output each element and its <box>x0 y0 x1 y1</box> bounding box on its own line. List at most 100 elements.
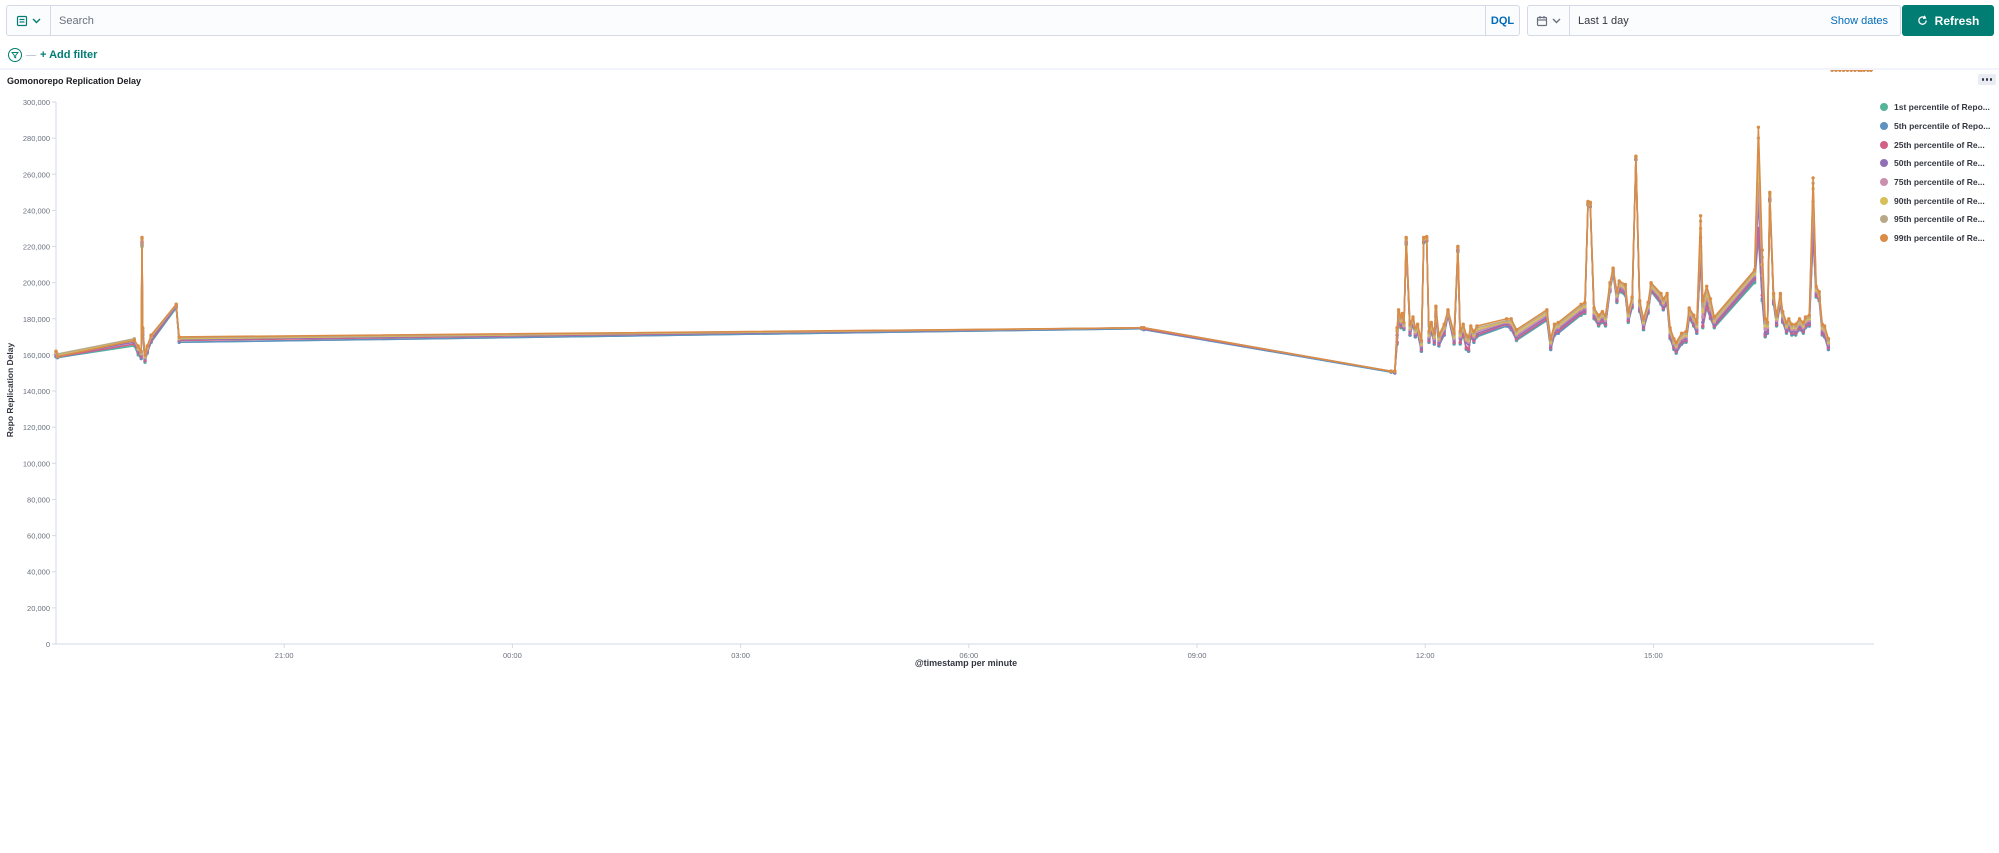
data-point[interactable] <box>1466 347 1471 352</box>
refresh-button[interactable]: Refresh <box>1902 5 1994 36</box>
data-point[interactable] <box>1646 300 1650 305</box>
data-point[interactable] <box>1458 329 1462 334</box>
data-point[interactable] <box>1475 324 1479 328</box>
data-point[interactable] <box>1583 300 1587 305</box>
data-point[interactable] <box>1422 235 1426 240</box>
data-point[interactable] <box>1841 70 1846 72</box>
data-point[interactable] <box>141 326 145 330</box>
data-point[interactable] <box>1787 317 1791 321</box>
data-point[interactable] <box>1456 244 1460 249</box>
data-point[interactable] <box>1626 309 1631 314</box>
add-filter-button[interactable]: + Add filter <box>40 49 98 61</box>
data-point[interactable] <box>1592 306 1596 310</box>
data-point[interactable] <box>1413 326 1418 330</box>
data-point[interactable] <box>1797 317 1802 321</box>
data-point[interactable] <box>1393 369 1397 373</box>
data-point[interactable] <box>1701 304 1705 308</box>
data-point[interactable] <box>1695 320 1699 325</box>
data-point[interactable] <box>1634 154 1638 158</box>
data-point[interactable] <box>1596 313 1601 317</box>
data-point[interactable] <box>1705 284 1709 288</box>
data-point[interactable] <box>1442 322 1446 326</box>
data-point[interactable] <box>1472 329 1476 334</box>
data-point[interactable] <box>145 344 149 348</box>
data-point[interactable] <box>1404 235 1408 240</box>
data-point[interactable] <box>1822 324 1827 328</box>
data-point[interactable] <box>1458 340 1462 344</box>
data-point[interactable] <box>1437 333 1441 337</box>
saved-query-menu-button[interactable] <box>7 6 51 35</box>
data-point[interactable] <box>1778 291 1783 296</box>
panel-options-button[interactable] <box>1978 74 1996 85</box>
data-point[interactable] <box>174 302 178 306</box>
data-point[interactable] <box>1399 315 1403 319</box>
data-point[interactable] <box>143 353 147 357</box>
data-point[interactable] <box>1630 295 1634 299</box>
data-point[interactable] <box>1820 322 1825 326</box>
data-point[interactable] <box>1692 313 1696 317</box>
data-point[interactable] <box>1556 320 1561 325</box>
data-point[interactable] <box>1514 327 1519 332</box>
data-point[interactable] <box>1807 313 1812 317</box>
data-point[interactable] <box>1434 304 1438 308</box>
data-point[interactable] <box>1701 309 1705 314</box>
data-point[interactable] <box>1684 329 1688 334</box>
data-point[interactable] <box>1665 291 1669 296</box>
data-point[interactable] <box>1142 326 1146 330</box>
legend-item[interactable]: 25th percentile of Re... <box>1880 135 1996 154</box>
legend-item[interactable]: 90th percentile of Re... <box>1880 191 1996 210</box>
data-point[interactable] <box>1638 299 1642 303</box>
data-point[interactable] <box>1623 282 1628 287</box>
data-point[interactable] <box>1794 322 1798 326</box>
data-point[interactable] <box>1826 337 1831 341</box>
data-point[interactable] <box>1446 308 1450 312</box>
data-point[interactable] <box>1771 291 1776 296</box>
data-point[interactable] <box>55 355 60 359</box>
data-point[interactable] <box>1698 214 1703 218</box>
data-point[interactable] <box>1784 320 1789 325</box>
data-point[interactable] <box>54 349 58 353</box>
legend-item[interactable]: 75th percentile of Re... <box>1880 173 1996 192</box>
data-point[interactable] <box>1790 322 1794 326</box>
data-point[interactable] <box>1408 322 1412 326</box>
data-point[interactable] <box>1817 290 1821 294</box>
data-point[interactable] <box>1756 125 1761 129</box>
legend-item[interactable]: 5th percentile of Repo... <box>1880 117 1996 136</box>
data-point[interactable] <box>1768 190 1772 194</box>
data-point[interactable] <box>1389 369 1393 373</box>
data-point[interactable] <box>1617 279 1621 283</box>
data-point[interactable] <box>1763 317 1767 321</box>
data-point[interactable] <box>1763 331 1767 335</box>
data-point[interactable] <box>1659 291 1663 296</box>
data-point[interactable] <box>1466 335 1471 339</box>
data-point[interactable] <box>1814 284 1818 288</box>
data-point[interactable] <box>140 235 144 240</box>
data-point[interactable] <box>1774 313 1779 317</box>
query-language-button[interactable]: DQL <box>1485 6 1519 35</box>
data-point[interactable] <box>1679 331 1684 335</box>
data-point[interactable] <box>1402 320 1406 325</box>
data-point[interactable] <box>1668 326 1672 330</box>
data-point[interactable] <box>1845 70 1850 72</box>
data-point[interactable] <box>1849 70 1853 72</box>
data-point[interactable] <box>1708 297 1713 301</box>
data-point[interactable] <box>1752 268 1757 272</box>
data-point[interactable] <box>1701 324 1705 328</box>
data-point[interactable] <box>1834 70 1838 72</box>
data-point[interactable] <box>1549 337 1553 341</box>
data-point[interactable] <box>1672 337 1676 341</box>
data-point[interactable] <box>1866 70 1870 72</box>
data-point[interactable] <box>1763 327 1767 332</box>
data-point[interactable] <box>1588 200 1593 204</box>
data-point[interactable] <box>1432 331 1437 335</box>
data-point[interactable] <box>1464 346 1469 350</box>
data-point[interactable] <box>149 333 153 337</box>
legend-item[interactable]: 50th percentile of Re... <box>1880 154 1996 173</box>
data-point[interactable] <box>1395 326 1399 330</box>
data-point[interactable] <box>1600 309 1605 314</box>
data-point[interactable] <box>1603 313 1608 317</box>
data-point[interactable] <box>1765 320 1770 325</box>
data-point[interactable] <box>1701 315 1705 319</box>
data-point[interactable] <box>1781 309 1785 314</box>
data-point[interactable] <box>1504 317 1509 321</box>
